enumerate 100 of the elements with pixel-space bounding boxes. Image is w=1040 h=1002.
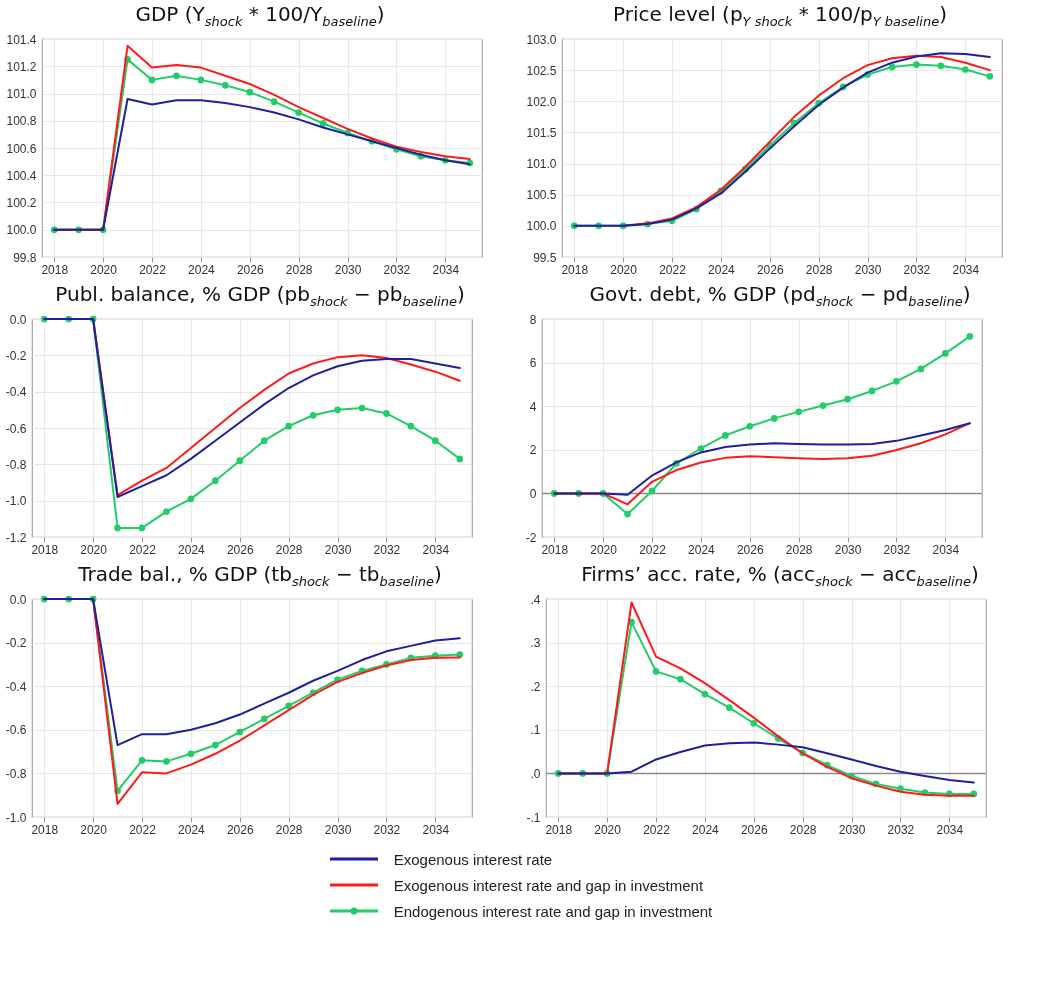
x-tick-label: 2028 — [275, 822, 303, 837]
x-tick-label: 2030 — [838, 822, 866, 837]
x-tick-label: 2028 — [275, 542, 303, 557]
x-tick-label: 2024 — [178, 542, 206, 557]
x-tick-label: 2030 — [324, 822, 352, 837]
x-tick-label: 2022 — [639, 542, 667, 557]
y-tick-label: 8 — [529, 312, 537, 327]
x-tick-label: 2032 — [903, 262, 931, 277]
y-tick-label: 102.0 — [526, 94, 557, 109]
y-tick-label: 0.0 — [9, 312, 27, 327]
x-tick-label: 2034 — [932, 542, 960, 557]
x-tick-label: 2018 — [545, 822, 573, 837]
x-tick-label: 2024 — [688, 542, 716, 557]
y-tick-label: 101.2 — [6, 59, 37, 74]
x-tick-label: 2030 — [854, 262, 882, 277]
x-tick-label: 2034 — [422, 822, 450, 837]
legend-label: Endogenous interest rate and gap in investment — [393, 902, 713, 920]
y-tick-label: 99.8 — [13, 250, 37, 265]
legend-label: Exogenous interest rate and gap in investment — [393, 876, 704, 894]
y-tick-label: -1.2 — [5, 530, 27, 545]
x-tick-label: 2028 — [789, 822, 817, 837]
x-tick-label: 2026 — [236, 262, 264, 277]
x-tick-label: 2034 — [432, 262, 460, 277]
y-tick-label: 101.0 — [6, 87, 37, 101]
x-tick-label: 2028 — [785, 542, 813, 557]
x-tick-label: 2022 — [129, 822, 157, 837]
chart-title: Firms’ acc. rate, % (acc$_{shock}$ − acc$_{baseline}$) — [580, 561, 980, 589]
x-tick-label: 2020 — [590, 542, 618, 557]
chart-title: Govt. debt, % GDP (pd$_{shock}$ − pd$_{baseline}$) — [588, 281, 972, 309]
y-tick-label: -0.2 — [5, 348, 27, 363]
y-tick-label: -0.6 — [5, 723, 27, 738]
y-tick-label: -0.4 — [5, 679, 27, 694]
y-tick-label: .4 — [530, 592, 541, 607]
y-tick-label: 0 — [529, 486, 537, 501]
x-tick-label: 2032 — [373, 542, 401, 557]
x-tick-label: 2024 — [188, 262, 216, 277]
y-tick-label: -0.2 — [5, 636, 27, 651]
y-tick-label: 100.6 — [6, 141, 37, 156]
x-tick-label: 2022 — [659, 262, 687, 277]
y-tick-label: 6 — [529, 356, 537, 371]
y-tick-label: .3 — [530, 636, 541, 651]
x-tick-label: 2028 — [285, 262, 313, 277]
x-tick-label: 2020 — [594, 822, 622, 837]
x-tick-label: 2018 — [561, 262, 589, 277]
y-tick-label: -0.8 — [5, 457, 27, 472]
x-tick-label: 2020 — [90, 262, 118, 277]
y-tick-label: 4 — [529, 399, 537, 414]
x-tick-label: 2022 — [643, 822, 671, 837]
y-tick-label: -.1 — [526, 810, 541, 825]
x-tick-label: 2026 — [226, 542, 254, 557]
x-tick-label: 2032 — [887, 822, 915, 837]
y-tick-label: 100.8 — [6, 114, 37, 129]
y-tick-label: -0.6 — [5, 421, 27, 436]
y-tick-label: 101.0 — [526, 157, 557, 172]
chart-title: Price level (p$_{Y shock}$ * 100/p$_{Y baseline}$) — [612, 1, 948, 29]
chart-title: GDP (Y$_{shock}$ * 100/Y$_{baseline}$) — [134, 1, 386, 29]
x-tick-label: 2026 — [736, 542, 764, 557]
chart-title: Publ. balance, % GDP (pb$_{shock}$ − pb$_{baseline}$) — [54, 281, 466, 309]
x-tick-label: 2032 — [373, 822, 401, 837]
y-tick-label: .2 — [530, 679, 541, 694]
x-tick-label: 2032 — [883, 542, 911, 557]
y-tick-label: 101.4 — [6, 32, 37, 47]
y-tick-label: -0.8 — [5, 766, 27, 781]
y-tick-label: 100.2 — [6, 196, 37, 210]
y-tick-label: -1.0 — [5, 810, 27, 825]
y-tick-label: 99.5 — [533, 250, 557, 265]
x-tick-label: 2020 — [80, 542, 108, 557]
y-tick-label: 100.0 — [526, 219, 557, 234]
chart-title: Trade bal., % GDP (tb$_{shock}$ − tb$_{baseline}$) — [77, 561, 443, 589]
x-tick-label: 2018 — [41, 262, 69, 277]
x-tick-label: 2020 — [80, 822, 108, 837]
x-tick-label: 2024 — [708, 262, 736, 277]
x-tick-label: 2026 — [756, 262, 784, 277]
y-tick-label: 102.5 — [526, 63, 557, 78]
x-tick-label: 2026 — [226, 822, 254, 837]
legend-label: Exogenous interest rate — [393, 850, 553, 868]
y-tick-label: .1 — [530, 723, 541, 738]
y-tick-label: -0.4 — [5, 385, 27, 400]
y-tick-label: 0.0 — [9, 592, 27, 607]
x-tick-label: 2034 — [952, 262, 980, 277]
x-tick-label: 2030 — [324, 542, 352, 557]
y-tick-label: 100.5 — [526, 188, 557, 203]
y-tick-label: -1.0 — [5, 494, 27, 509]
y-tick-label: 103.0 — [526, 32, 557, 47]
x-tick-label: 2022 — [139, 262, 167, 277]
x-tick-label: 2018 — [541, 542, 569, 557]
x-tick-label: 2034 — [422, 542, 450, 557]
x-tick-label: 2024 — [692, 822, 720, 837]
x-tick-label: 2032 — [383, 262, 411, 277]
x-tick-label: 2030 — [334, 262, 362, 277]
y-tick-label: .0 — [530, 766, 541, 781]
x-tick-label: 2028 — [805, 262, 833, 277]
y-tick-label: 100.4 — [6, 168, 37, 183]
x-tick-label: 2030 — [834, 542, 862, 557]
x-tick-label: 2034 — [936, 822, 964, 837]
y-tick-label: 101.5 — [526, 125, 557, 140]
y-tick-label: -2 — [525, 530, 537, 545]
x-tick-label: 2026 — [740, 822, 768, 837]
x-tick-label: 2018 — [31, 542, 59, 557]
y-tick-label: 100.0 — [6, 223, 37, 238]
